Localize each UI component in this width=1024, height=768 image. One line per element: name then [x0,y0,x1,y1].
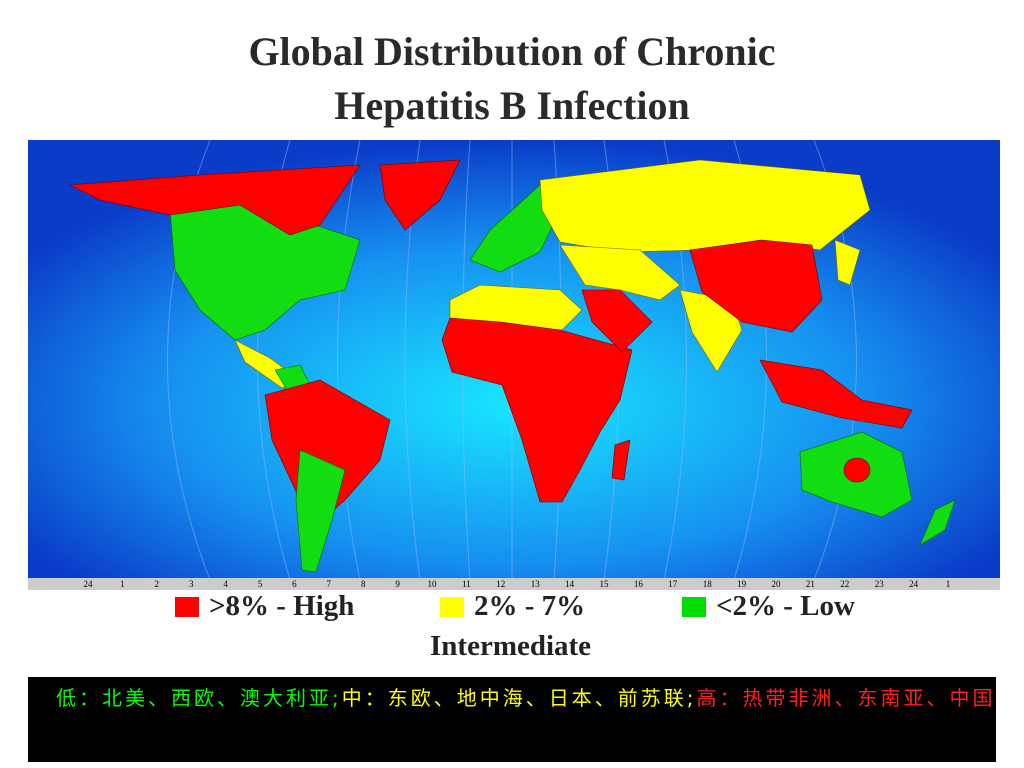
scale-label: 18 [703,579,713,589]
scale-label: 5 [258,579,263,589]
scale-label: 24 [909,579,919,589]
scale-label: 16 [634,579,644,589]
scale-label: 20 [772,579,782,589]
scale-label: 21 [806,579,815,589]
scale-label: 4 [223,579,228,589]
title-line: Hepatitis B Infection [334,83,690,128]
legend-sublabel: Intermediate [430,630,592,662]
scale-label: 11 [462,579,471,589]
scale-label: 8 [361,579,366,589]
scale-labels: 24 1 2 3 4 5 6 7 8 9 10 11 12 13 14 15 16 17 18 19 20 21 22 23 2… [84,579,951,589]
scale-label: 2 [155,579,160,589]
scale-label: 13 [531,579,541,589]
caption: 低：北美、西欧、澳大利亚;中：东欧、地中海、日本、前苏联;高：热带非洲、东南亚、… [28,677,996,762]
scale-bar [28,578,1000,590]
world-map: 24 1 2 3 4 5 6 7 8 9 10 11 12 13 14 15 16 17 18 19 20 21 22 23 2… [28,139,1000,590]
scale-label: 12 [496,579,505,589]
scale-label: 9 [395,579,400,589]
title-line: Global Distribution of Chronic [248,29,776,74]
scale-label: 10 [428,579,438,589]
scale-label: 17 [668,579,678,589]
caption-part: 中：东欧、地中海、日本、前苏联; [341,686,697,710]
legend-swatch [440,597,464,617]
scale-label: 15 [600,579,610,589]
caption-part: 高：热带非洲、东南亚、中国 [696,686,996,710]
scale-label: 1 [120,579,125,589]
scale-label: 24 [84,579,94,589]
scale-label: 19 [737,579,747,589]
scale-label: 14 [565,579,575,589]
legend-label: >8% - High [209,590,355,622]
legend-label: 2% - 7% [474,590,586,622]
regions [68,159,956,573]
legend-swatch [682,597,706,617]
legend-label: <2% - Low [716,590,855,622]
scale-label: 22 [840,579,849,589]
scale-label: 1 [946,579,951,589]
scale-label: 6 [292,579,297,589]
scale-label: 3 [189,579,194,589]
scale-label: 23 [875,579,885,589]
legend-swatch [175,597,199,617]
caption-part: 低：北美、西欧、澳大利亚; [56,686,342,710]
scale-label: 7 [327,579,332,589]
